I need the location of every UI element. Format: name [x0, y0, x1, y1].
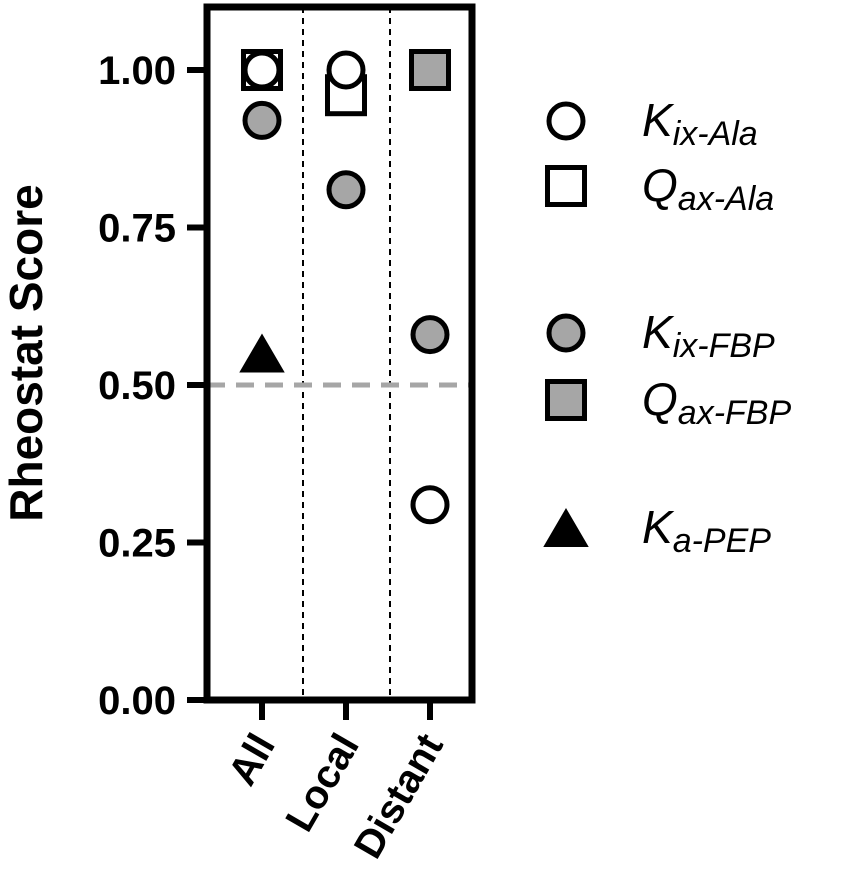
data-point: [239, 333, 285, 373]
y-tick-label: 0.75: [98, 207, 176, 251]
legend-label-subscript: a-PEP: [673, 522, 772, 560]
data-points: [239, 49, 451, 525]
legend: Kix-Ala Qax-Ala Kix-FBP Qax-FBP Ka-PEP: [543, 94, 791, 560]
x-tick-label: All: [220, 727, 284, 793]
legend-label: Kix-Ala: [642, 94, 758, 153]
data-point: [326, 170, 366, 210]
y-tick-label: 0.50: [98, 364, 176, 408]
legend-marker: [546, 313, 586, 353]
legend-label-subscript: ix-Ala: [673, 115, 758, 153]
data-point: [242, 50, 282, 90]
legend-marker: [545, 379, 587, 421]
legend-marker: [545, 165, 587, 207]
legend-marker: [543, 508, 589, 547]
data-point: [326, 50, 366, 90]
legend-label: Qax-FBP: [642, 373, 791, 432]
legend-label-subscript: ax-FBP: [678, 394, 792, 432]
y-tick-label: 1.00: [98, 49, 176, 93]
data-point: [410, 315, 450, 355]
legend-marker: [546, 101, 586, 141]
y-axis-title: Rheostat Score: [0, 184, 52, 521]
data-point: [410, 485, 450, 525]
legend-label-subscript: ax-Ala: [678, 180, 774, 218]
data-point: [409, 49, 451, 91]
legend-label-subscript: ix-FBP: [673, 327, 775, 365]
category-dividers: [302, 7, 391, 700]
legend-label: Ka-PEP: [642, 501, 771, 560]
y-tick-label: 0.00: [98, 679, 176, 723]
y-tick-label: 0.25: [98, 522, 176, 566]
legend-label: Qax-Ala: [642, 159, 774, 218]
data-point: [242, 100, 282, 140]
legend-label: Kix-FBP: [642, 306, 775, 365]
x-tick-label: Local: [277, 727, 367, 839]
plot-frame: [203, 3, 476, 704]
